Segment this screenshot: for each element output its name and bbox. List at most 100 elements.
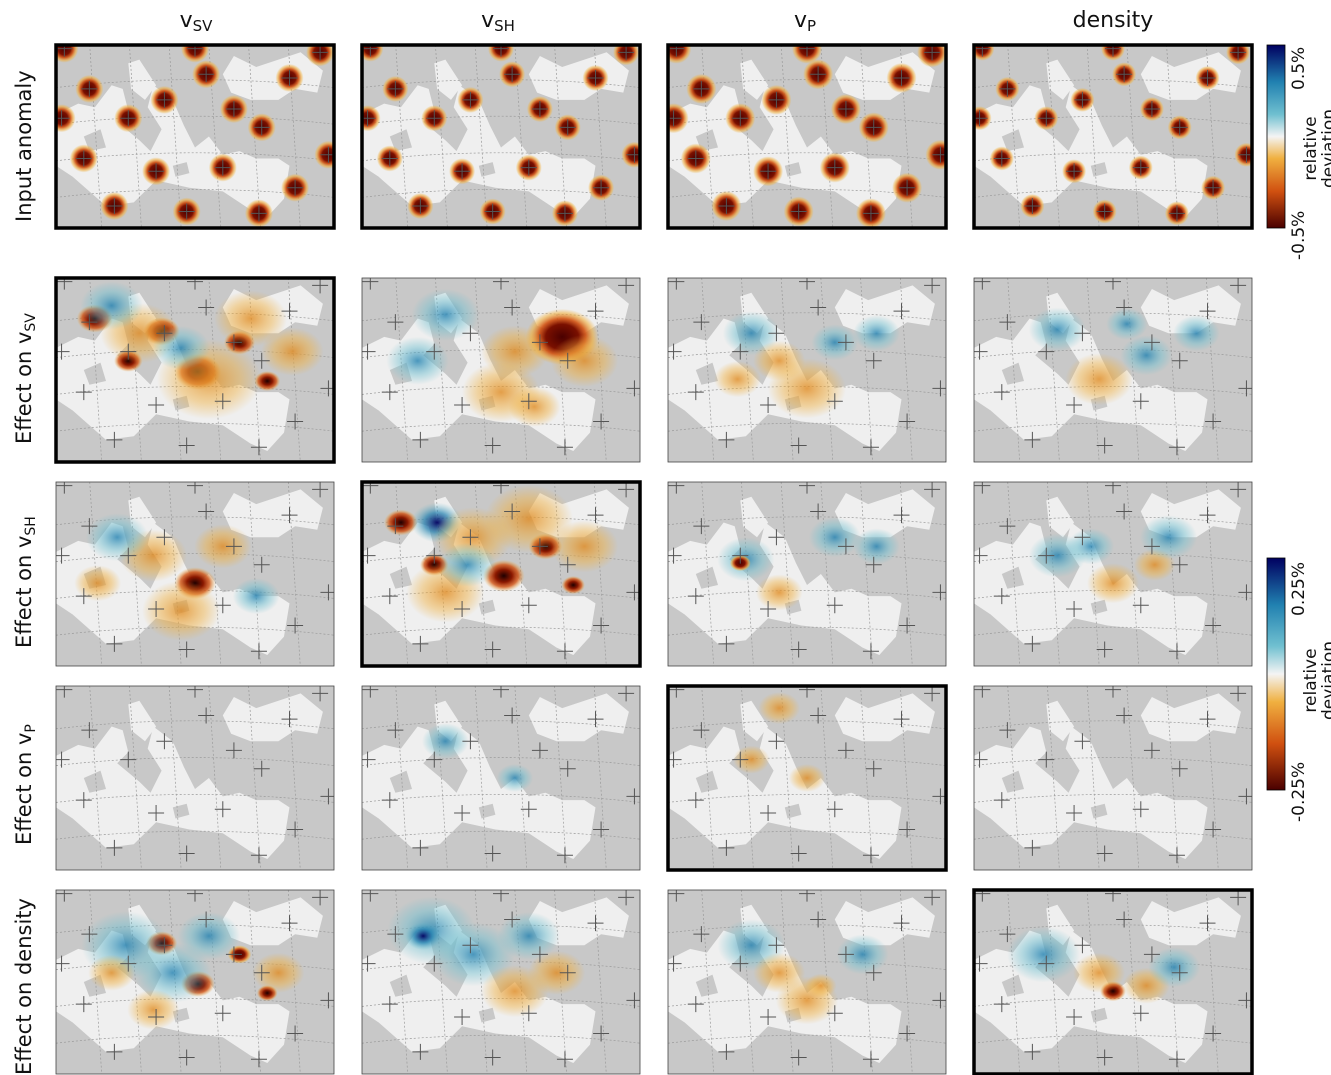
sea-region (222, 489, 323, 538)
panel-frame (55, 889, 335, 1075)
anomaly-center-cross (120, 751, 137, 768)
anomaly-center-cross (559, 352, 576, 369)
sea-region (974, 726, 1208, 859)
graticule-meridian (248, 482, 261, 666)
anomaly-center-cross (837, 101, 854, 118)
sea-region (1140, 897, 1241, 946)
anomaly-center-cross (148, 600, 165, 617)
graticule-meridian (208, 482, 222, 666)
anomaly-center-cross (668, 482, 685, 494)
graticule-meridian (129, 890, 142, 1074)
graticule-meridian (395, 686, 409, 870)
anomaly-center-cross (799, 890, 815, 902)
anomaly-center-cross (718, 198, 735, 215)
effect-anomaly (261, 327, 324, 376)
colorbar-2 (1266, 557, 1286, 791)
anomaly-center-cross (484, 1049, 501, 1066)
anomaly-center-cross (281, 507, 298, 524)
anomaly-center-cross (593, 821, 610, 838)
column-title-vsv: vSV (179, 8, 213, 35)
anomaly-center-cross (454, 163, 471, 180)
anomaly-center-cross (120, 547, 137, 564)
anomaly-center-cross (381, 996, 398, 1013)
effect-anomaly (1067, 528, 1115, 565)
anomaly-center-cross (426, 110, 443, 127)
anomaly-center-cross (1171, 556, 1188, 573)
anomaly-center-cross (1143, 946, 1160, 963)
graticule-meridian (1166, 686, 1179, 870)
anomaly-center-cross (687, 588, 704, 605)
sea-region (362, 726, 596, 859)
effect-anomaly (1106, 308, 1148, 340)
graticule-meridian (1166, 482, 1179, 666)
anomaly-center-cross (225, 334, 242, 351)
anomaly-center-cross (454, 1008, 471, 1025)
anomaly-center-cross (250, 1051, 267, 1068)
effect-anomaly (431, 922, 515, 987)
graticule-meridian (701, 686, 715, 870)
anomaly-center-cross (156, 91, 173, 108)
effect-anomaly (252, 952, 305, 993)
anomaly-center-cross (1143, 742, 1160, 759)
anomaly-center-cross (520, 801, 537, 818)
sea-region (834, 489, 935, 538)
panel-frame (667, 277, 947, 463)
anomaly-center-cross (81, 80, 98, 97)
anomaly-center-cross (893, 507, 910, 524)
graticule-meridian (208, 890, 222, 1074)
panel-r0-c2 (666, 43, 948, 230)
graticule-meridian (741, 45, 754, 228)
anomaly-center-cross (593, 413, 610, 430)
anomaly-center-cross (484, 203, 501, 220)
anomaly-center-cross (381, 150, 398, 167)
graticule-meridian (554, 482, 567, 666)
land-island (1001, 129, 1024, 152)
graticule-meridian (1047, 890, 1060, 1074)
anomaly-center-cross (732, 343, 749, 360)
anomaly-center-cross (899, 821, 916, 838)
anomaly-center-cross (826, 1005, 843, 1022)
effect-anomaly (788, 764, 826, 792)
sea-region (1140, 693, 1241, 742)
anomaly-center-cross (1168, 643, 1185, 660)
panel-r1-c1 (361, 277, 641, 463)
anomaly-center-cross (1199, 69, 1216, 86)
anomaly-center-cross (148, 163, 165, 180)
effect-anomaly (1148, 947, 1201, 988)
anomaly-center-cross (1038, 110, 1055, 127)
anomaly-center-cross (693, 926, 710, 943)
anomaly-center-cross (426, 343, 443, 360)
panel-r0-c0 (54, 43, 336, 230)
graticule-meridian (395, 45, 409, 228)
graticule-meridian (860, 45, 873, 228)
anomaly-center-cross (1168, 205, 1185, 222)
anomaly-center-cross (999, 80, 1016, 97)
land-island (862, 770, 891, 786)
graticule-meridian (701, 45, 715, 228)
effect-anomaly (853, 315, 900, 352)
anomaly-center-cross (493, 686, 509, 698)
graticule-meridian (208, 45, 222, 228)
graticule-meridian (701, 278, 715, 462)
anomaly-center-cross (974, 45, 991, 57)
anomaly-center-cross (281, 711, 298, 728)
effect-anomaly (1087, 563, 1139, 604)
effect-anomaly (232, 578, 280, 615)
graticule-meridian (395, 890, 409, 1074)
anomaly-center-cross (899, 617, 916, 634)
land-island (83, 770, 106, 793)
anomaly-center-cross (81, 518, 98, 535)
graticule-meridian (435, 686, 448, 870)
effect-anomaly (152, 325, 210, 370)
effect-anomaly (1028, 307, 1086, 352)
panel-r2-c0 (55, 481, 335, 667)
anomaly-center-cross (556, 847, 573, 864)
panel-r2-c1 (360, 480, 642, 668)
sea-region (434, 59, 463, 100)
graticule-meridian (741, 890, 754, 1074)
anomaly-center-cross (156, 325, 173, 342)
land-island (862, 566, 891, 582)
anomaly-center-cross (1024, 198, 1041, 215)
anomaly-center-cross (362, 482, 379, 494)
anomaly-center-cross (1230, 482, 1247, 498)
